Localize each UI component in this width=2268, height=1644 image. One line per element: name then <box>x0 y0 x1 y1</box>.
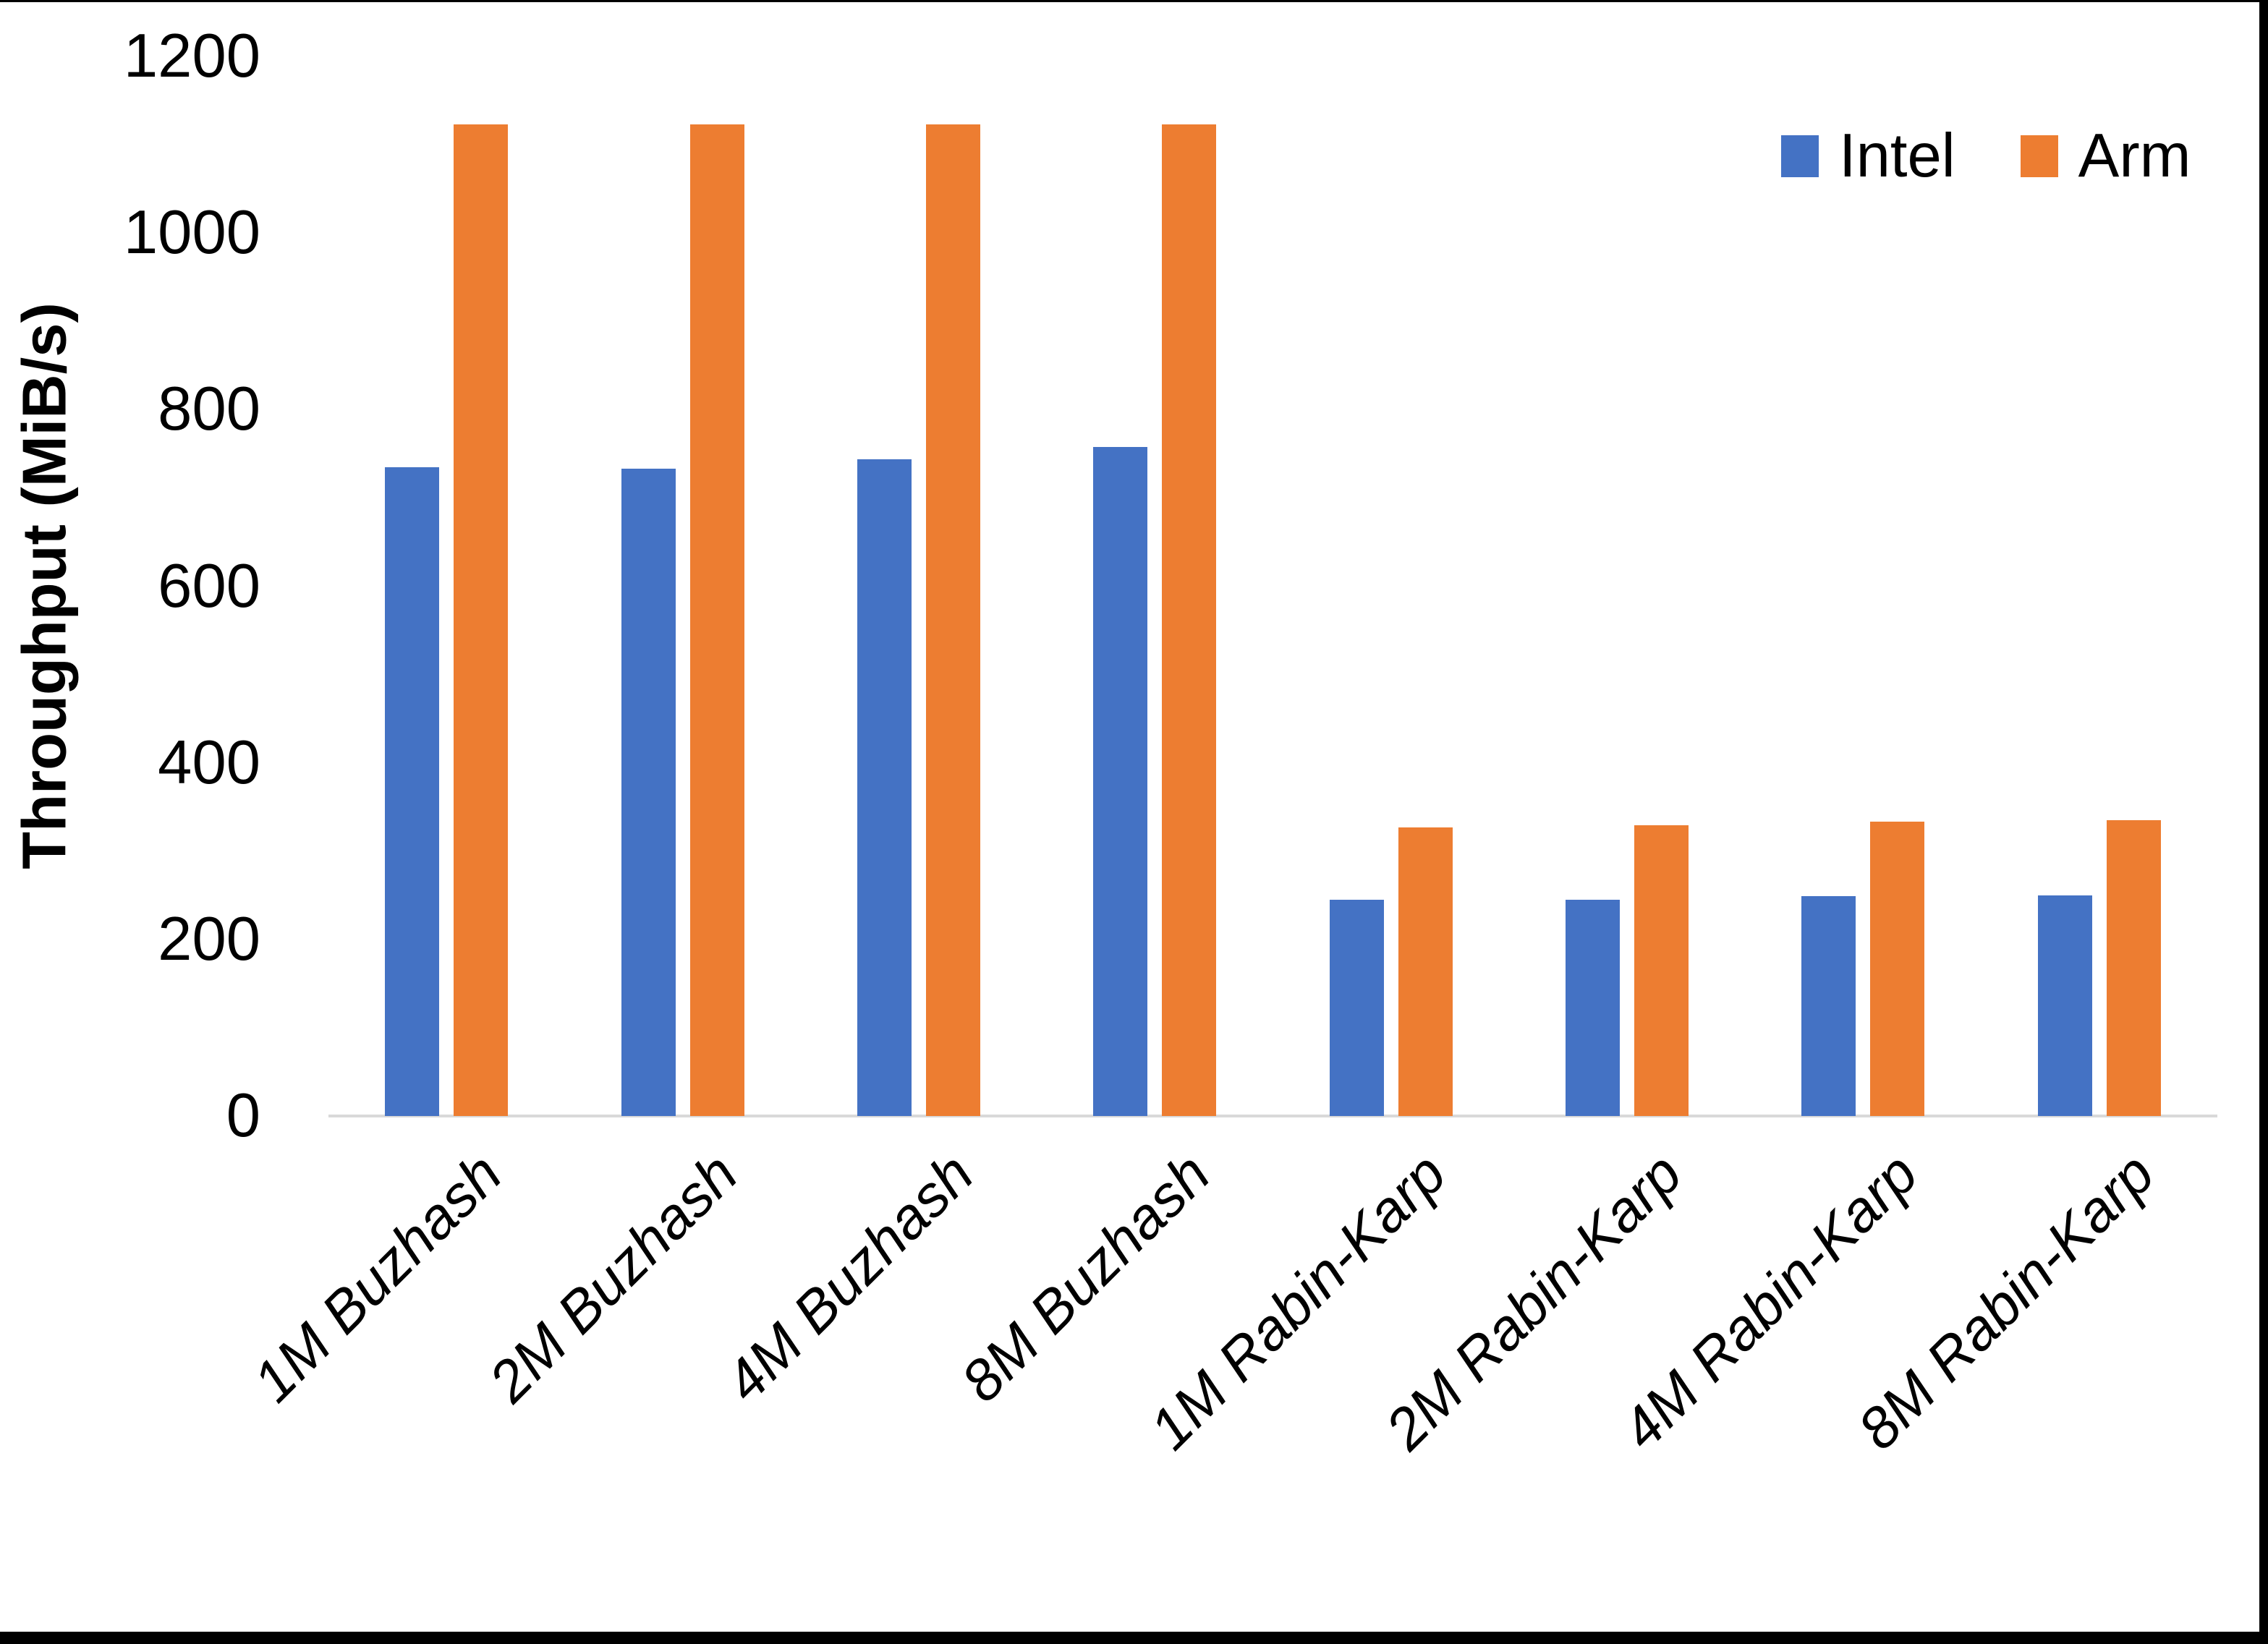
legend-swatch-arm <box>2020 135 2058 177</box>
x-axis-line <box>328 1115 2217 1117</box>
bar-arm <box>1162 124 1217 1116</box>
bar-arm <box>1398 827 1453 1116</box>
bar-arm <box>1634 825 1689 1116</box>
x-category-label: 1M Buzhash <box>240 1141 514 1414</box>
x-category-label: 2M Buzhash <box>476 1141 749 1414</box>
y-axis-title: Throughput (MiB/s) <box>10 302 80 869</box>
y-tick-label: 600 <box>158 551 260 621</box>
bar-intel <box>621 469 676 1116</box>
legend-item-arm: Arm <box>2020 122 2191 190</box>
bar-intel <box>1566 899 1621 1116</box>
legend: Intel Arm <box>1781 125 2191 187</box>
y-tick-label: 1200 <box>123 22 260 90</box>
bar-arm <box>925 124 980 1116</box>
bar-intel <box>857 459 912 1116</box>
legend-label-intel: Intel <box>1839 122 1955 190</box>
legend-item-intel: Intel <box>1781 125 1955 187</box>
bar-arm <box>689 124 744 1116</box>
legend-label-arm: Arm <box>2078 122 2191 190</box>
bar-intel <box>1093 446 1148 1116</box>
bar-arm <box>2106 820 2161 1116</box>
y-tick-label: 800 <box>158 375 260 444</box>
y-tick-label: 200 <box>158 904 260 974</box>
legend-swatch-intel <box>1781 135 1819 177</box>
bar-intel <box>1329 899 1384 1116</box>
bar-intel <box>2037 895 2092 1116</box>
y-tick-label: 400 <box>158 728 260 797</box>
y-tick-label: 0 <box>226 1081 260 1150</box>
x-category-label: 8M Buzhash <box>948 1141 1222 1414</box>
x-category-label: 4M Buzhash <box>712 1141 986 1414</box>
bar-intel <box>1801 896 1856 1116</box>
y-tick-label: 1000 <box>123 198 260 268</box>
bar-intel <box>385 467 440 1116</box>
bar-arm <box>454 124 509 1116</box>
bar-arm <box>1870 822 1925 1116</box>
